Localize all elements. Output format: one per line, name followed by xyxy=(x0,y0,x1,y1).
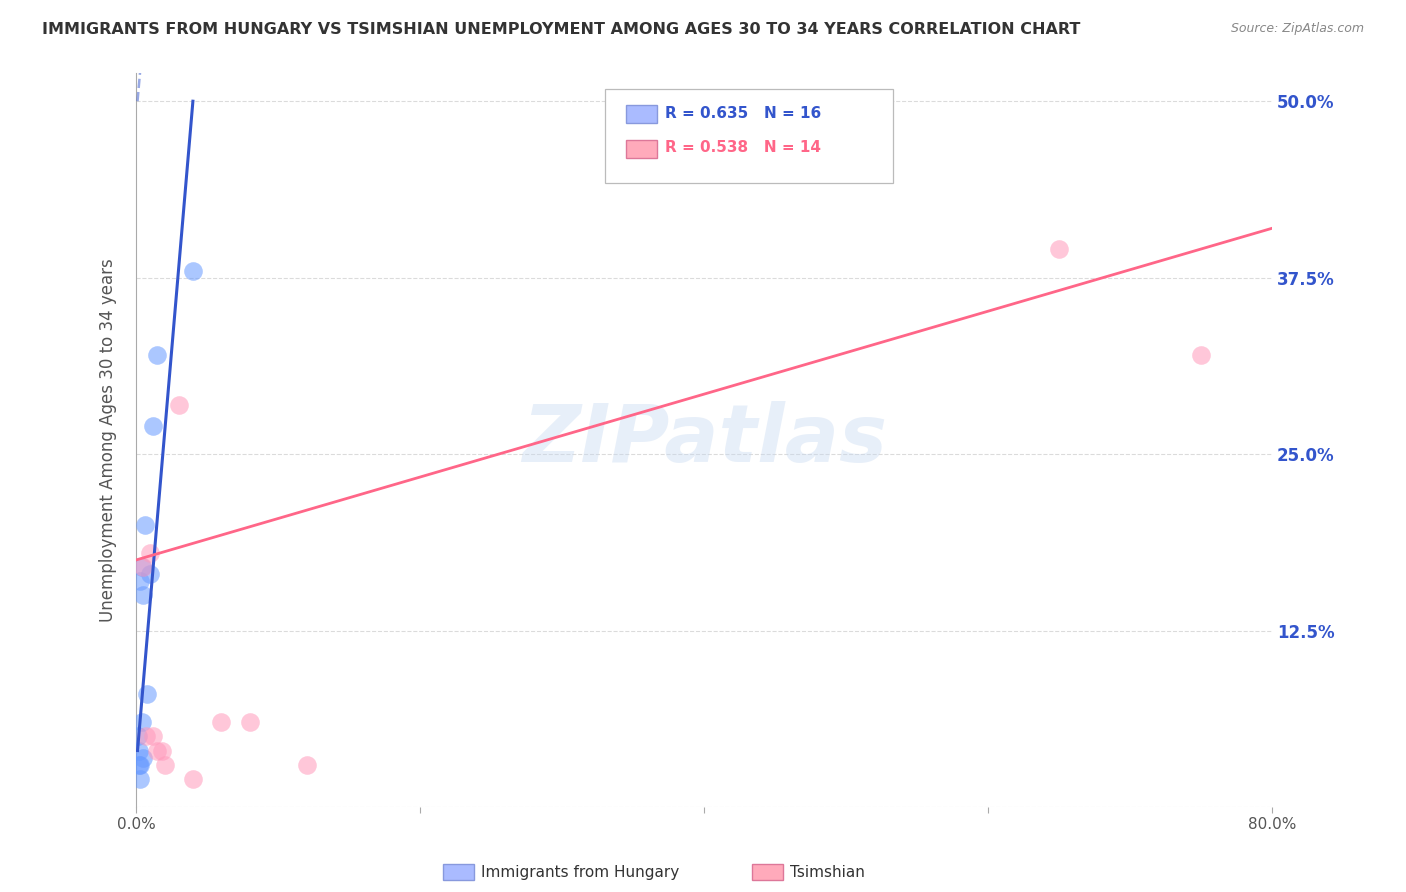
Point xyxy=(1047,243,1070,257)
Text: Tsimshian: Tsimshian xyxy=(790,865,865,880)
Text: R = 0.538   N = 14: R = 0.538 N = 14 xyxy=(665,140,821,154)
Point xyxy=(295,757,318,772)
Point xyxy=(131,715,153,730)
Point xyxy=(1189,348,1212,362)
Point xyxy=(142,730,165,744)
Text: Source: ZipAtlas.com: Source: ZipAtlas.com xyxy=(1230,22,1364,36)
Point xyxy=(146,743,169,757)
Point xyxy=(139,546,162,560)
Text: ZIPatlas: ZIPatlas xyxy=(522,401,887,479)
Point xyxy=(135,730,157,744)
Point xyxy=(132,588,155,602)
Point xyxy=(181,772,204,786)
Point xyxy=(132,750,155,764)
Point xyxy=(134,517,156,532)
Point xyxy=(181,263,204,277)
Point xyxy=(132,560,155,574)
Point xyxy=(139,567,162,582)
Point xyxy=(209,715,232,730)
Text: Immigrants from Hungary: Immigrants from Hungary xyxy=(481,865,679,880)
Point xyxy=(127,730,149,744)
Point xyxy=(128,757,150,772)
Point xyxy=(131,560,153,574)
Text: IMMIGRANTS FROM HUNGARY VS TSIMSHIAN UNEMPLOYMENT AMONG AGES 30 TO 34 YEARS CORR: IMMIGRANTS FROM HUNGARY VS TSIMSHIAN UNE… xyxy=(42,22,1081,37)
Point xyxy=(167,398,190,412)
Point xyxy=(153,757,176,772)
Point xyxy=(146,348,169,362)
Point xyxy=(129,757,152,772)
Point xyxy=(129,772,152,786)
Point xyxy=(129,574,152,588)
Point xyxy=(150,743,173,757)
Point xyxy=(136,687,159,701)
Point xyxy=(128,743,150,757)
Point xyxy=(239,715,262,730)
Y-axis label: Unemployment Among Ages 30 to 34 years: Unemployment Among Ages 30 to 34 years xyxy=(100,258,117,622)
Point xyxy=(142,418,165,433)
Text: R = 0.635   N = 16: R = 0.635 N = 16 xyxy=(665,106,821,120)
